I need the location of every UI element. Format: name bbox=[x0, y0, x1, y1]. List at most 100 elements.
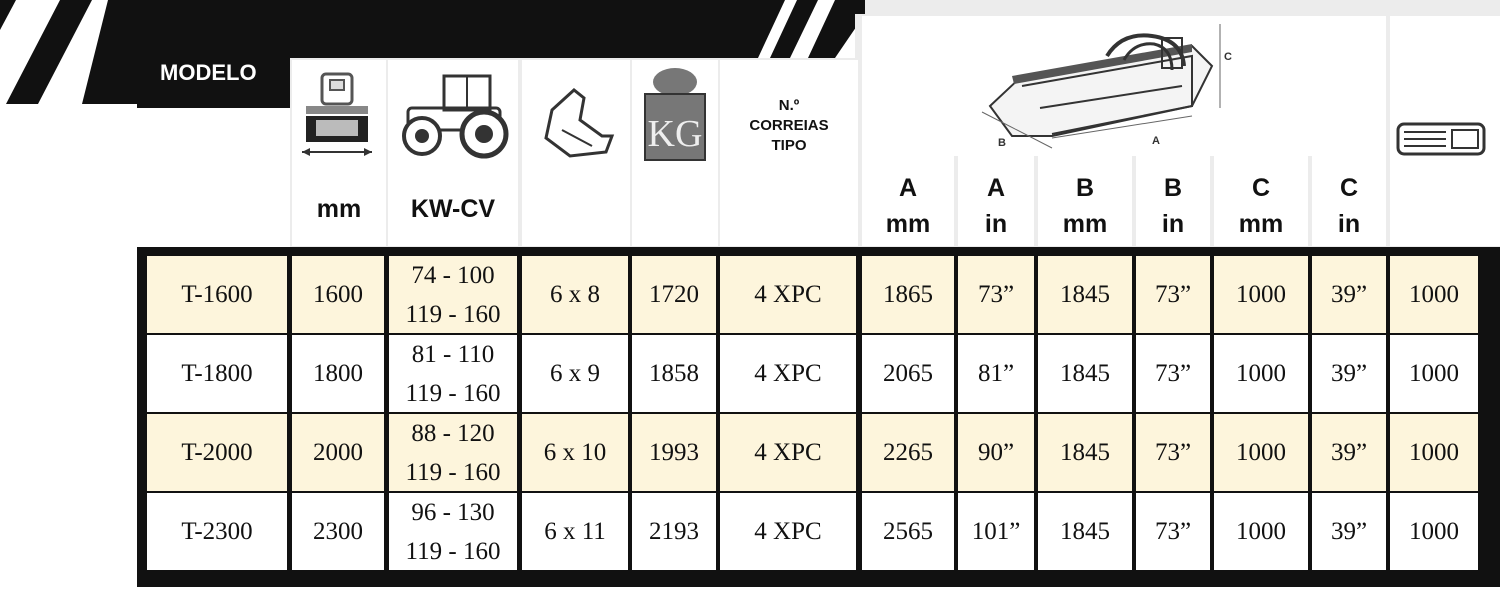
cell-b-in: 73” bbox=[1136, 335, 1210, 412]
cell-a-in: 90” bbox=[958, 414, 1034, 491]
hammers-header bbox=[522, 60, 630, 246]
cell-c-in: 39” bbox=[1312, 414, 1386, 491]
belts-label-3: TIPO bbox=[771, 137, 807, 154]
cell-b-mm: 1845 bbox=[1038, 493, 1132, 570]
belts-header: N.º CORREIAS TIPO bbox=[720, 60, 858, 246]
cell-belts: 4 XPC bbox=[720, 414, 856, 491]
width-unit: mm bbox=[316, 195, 362, 223]
cell-pto: 1000 bbox=[1390, 256, 1478, 333]
cell-power-2: 119 - 160 bbox=[405, 300, 501, 328]
cell-b-in: 73” bbox=[1136, 493, 1210, 570]
dim-header-c-mm: C mm bbox=[1214, 156, 1308, 246]
power-header: KW-CV bbox=[388, 60, 518, 246]
cell-weight: 2193 bbox=[632, 493, 716, 570]
cell-weight: 1720 bbox=[632, 256, 716, 333]
dim-header-a-in-unit: in bbox=[984, 210, 1008, 238]
cell-model: T-1800 bbox=[147, 335, 287, 412]
cell-power: 74 - 100 119 - 160 bbox=[389, 256, 517, 333]
cell-power-1: 96 - 130 bbox=[411, 498, 495, 526]
cell-belts: 4 XPC bbox=[720, 493, 856, 570]
cell-hammers: 6 x 8 bbox=[522, 256, 628, 333]
power-unit: KW-CV bbox=[410, 195, 496, 223]
cell-c-mm: 1000 bbox=[1214, 493, 1308, 570]
cell-weight: 1858 bbox=[632, 335, 716, 412]
cell-c-in: 39” bbox=[1312, 256, 1386, 333]
weight-header: KG bbox=[632, 60, 718, 246]
dim-header-c-mm-top: C bbox=[1251, 174, 1271, 202]
rotor-width-icon bbox=[302, 72, 372, 156]
pto-shaft-icon bbox=[1396, 122, 1486, 156]
diagram-label-c: C bbox=[1224, 51, 1232, 63]
model-column-header: MODELO bbox=[160, 60, 257, 85]
dim-header-c-in: C in bbox=[1312, 156, 1386, 246]
cell-pto: 1000 bbox=[1390, 414, 1478, 491]
mulcher-diagram-panel: A B C bbox=[862, 16, 1386, 156]
dim-header-b-in-unit: in bbox=[1161, 210, 1185, 238]
cell-b-mm: 1845 bbox=[1038, 414, 1132, 491]
cell-a-mm: 2565 bbox=[862, 493, 954, 570]
width-header: mm bbox=[292, 60, 386, 246]
dim-header-a-in-top: A bbox=[986, 174, 1006, 202]
cell-a-in: 73” bbox=[958, 256, 1034, 333]
cell-a-in: 101” bbox=[958, 493, 1034, 570]
cell-weight: 1993 bbox=[632, 414, 716, 491]
cell-hammers: 6 x 11 bbox=[522, 493, 628, 570]
cell-hammers: 6 x 10 bbox=[522, 414, 628, 491]
dim-header-a-mm-unit: mm bbox=[885, 210, 931, 238]
cell-power: 88 - 120 119 - 160 bbox=[389, 414, 517, 491]
cell-power: 81 - 110 119 - 160 bbox=[389, 335, 517, 412]
dim-header-a-mm-top: A bbox=[898, 174, 918, 202]
dim-header-c-in-unit: in bbox=[1337, 210, 1361, 238]
pto-header bbox=[1390, 16, 1500, 246]
cell-c-in: 39” bbox=[1312, 493, 1386, 570]
cell-belts: 4 XPC bbox=[720, 256, 856, 333]
dim-header-b-mm-unit: mm bbox=[1062, 210, 1108, 238]
weight-kg-icon: KG bbox=[644, 68, 706, 161]
cell-c-mm: 1000 bbox=[1214, 256, 1308, 333]
cell-b-mm: 1845 bbox=[1038, 335, 1132, 412]
cell-hammers: 6 x 9 bbox=[522, 335, 628, 412]
tractor-icon bbox=[402, 74, 509, 159]
mulcher-diagram-icon: A B C bbox=[981, 24, 1232, 149]
cell-c-mm: 1000 bbox=[1214, 335, 1308, 412]
cell-power-2: 119 - 160 bbox=[405, 458, 501, 486]
cell-a-mm: 1865 bbox=[862, 256, 954, 333]
belts-label-2: CORREIAS bbox=[749, 117, 829, 134]
belts-label-1: N.º bbox=[778, 97, 800, 114]
cell-c-mm: 1000 bbox=[1214, 414, 1308, 491]
cell-power-2: 119 - 160 bbox=[405, 379, 501, 407]
dim-header-b-in-top: B bbox=[1163, 174, 1183, 202]
cell-width: 1600 bbox=[292, 256, 384, 333]
cell-model: T-2000 bbox=[147, 414, 287, 491]
weight-icon-text: KG bbox=[648, 113, 703, 155]
dim-header-b-mm: B mm bbox=[1038, 156, 1132, 246]
cell-model: T-1600 bbox=[147, 256, 287, 333]
cell-model: T-2300 bbox=[147, 493, 287, 570]
hammer-blade-icon bbox=[544, 88, 615, 158]
cell-belts: 4 XPC bbox=[720, 335, 856, 412]
diagram-label-b: B bbox=[998, 137, 1006, 149]
cell-power-1: 88 - 120 bbox=[411, 419, 495, 447]
cell-power-1: 81 - 110 bbox=[411, 340, 495, 368]
cell-b-in: 73” bbox=[1136, 256, 1210, 333]
cell-power-1: 74 - 100 bbox=[411, 261, 495, 289]
cell-power: 96 - 130 119 - 160 bbox=[389, 493, 517, 570]
cell-c-in: 39” bbox=[1312, 335, 1386, 412]
cell-a-in: 81” bbox=[958, 335, 1034, 412]
dim-header-b-mm-top: B bbox=[1075, 174, 1095, 202]
cell-pto: 1000 bbox=[1390, 493, 1478, 570]
cell-b-in: 73” bbox=[1136, 414, 1210, 491]
dim-header-b-in: B in bbox=[1136, 156, 1210, 246]
dim-header-c-in-top: C bbox=[1339, 174, 1359, 202]
diagram-label-a: A bbox=[1152, 135, 1160, 147]
cell-width: 2000 bbox=[292, 414, 384, 491]
cell-a-mm: 2265 bbox=[862, 414, 954, 491]
cell-power-2: 119 - 160 bbox=[405, 537, 501, 565]
cell-b-mm: 1845 bbox=[1038, 256, 1132, 333]
dim-header-a-mm: A mm bbox=[862, 156, 954, 246]
cell-a-mm: 2065 bbox=[862, 335, 954, 412]
cell-pto: 1000 bbox=[1390, 335, 1478, 412]
dim-header-a-in: A in bbox=[958, 156, 1034, 246]
dim-header-c-mm-unit: mm bbox=[1238, 210, 1284, 238]
cell-width: 1800 bbox=[292, 335, 384, 412]
